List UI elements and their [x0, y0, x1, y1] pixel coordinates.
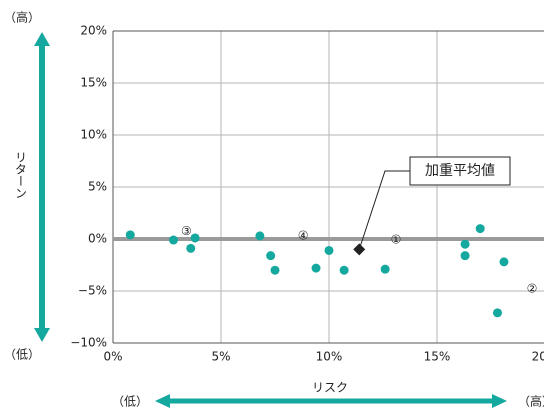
annotation: ③: [181, 224, 192, 238]
point: [190, 233, 200, 243]
highlight-label: 加重平均値: [425, 163, 495, 179]
annotation: ④: [298, 228, 309, 242]
x-tick-label: 0%: [103, 350, 122, 364]
point: [475, 224, 485, 234]
y-tick-label: −10%: [70, 336, 107, 350]
point: [255, 231, 265, 241]
y-tick-label: −5%: [78, 284, 107, 298]
point: [270, 265, 280, 275]
y-tick-label: 20%: [80, 24, 107, 38]
y-tick-label: 0%: [88, 232, 107, 246]
x-tick-label: 10%: [316, 350, 343, 364]
point: [125, 230, 135, 240]
point: [311, 263, 321, 273]
y-arrow-head: [34, 32, 50, 46]
y-tick-label: 5%: [88, 180, 107, 194]
annotation: ①: [391, 233, 402, 247]
x-low-label: （低）: [112, 395, 148, 409]
x-axis-label: リスク: [312, 381, 348, 395]
highlight-point: [353, 243, 366, 256]
x-tick-label: 20%: [532, 350, 544, 364]
point: [168, 235, 178, 245]
y-tick-label: 10%: [80, 128, 107, 142]
point: [460, 251, 470, 261]
annotation: ②: [527, 281, 538, 295]
y-tick-label: 15%: [80, 76, 107, 90]
point: [266, 251, 276, 261]
point: [492, 308, 502, 318]
point: [499, 257, 509, 267]
point: [380, 264, 390, 274]
y-low-label: （低）: [4, 348, 40, 362]
label-box: [409, 156, 511, 186]
point: [460, 239, 470, 249]
x-high-label: （高）: [518, 394, 544, 409]
x-tick-label: 5%: [211, 350, 230, 364]
point: [186, 243, 196, 253]
leader-line: [358, 170, 410, 250]
x-arrow-head: [155, 394, 170, 408]
point: [339, 265, 349, 275]
x-arrow-head: [492, 394, 507, 408]
x-tick-label: 15%: [424, 350, 451, 364]
point: [324, 245, 334, 255]
y-axis-label: リターン: [14, 151, 28, 199]
y-high-label: （高）: [4, 10, 40, 25]
y-arrow-head: [34, 328, 50, 342]
